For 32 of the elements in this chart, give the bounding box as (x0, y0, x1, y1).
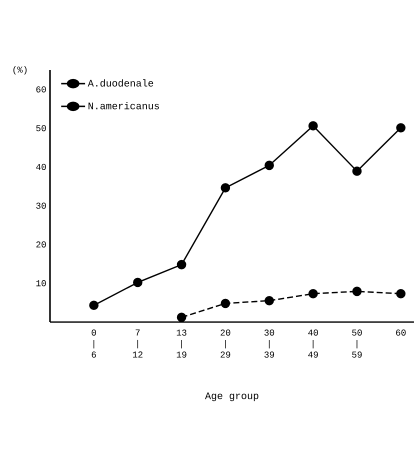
y-tick-label: 50 (36, 125, 46, 132)
y-tick-label: 40 (36, 164, 46, 170)
legend-label: N.americanus (88, 102, 159, 110)
point (89, 300, 99, 310)
point (396, 289, 406, 298)
x-tick-label: 13 | 19 (176, 330, 186, 358)
y-tick-label: 60 (36, 86, 46, 92)
point (308, 121, 318, 131)
x-tick-label: 0 | 6 (92, 330, 96, 358)
point (220, 183, 230, 193)
point (176, 260, 186, 270)
point (396, 123, 406, 132)
point (308, 289, 318, 298)
point (220, 298, 230, 308)
x-tick-label: 7 | 12 (132, 330, 142, 358)
x-tick-label: 40 | 49 (308, 330, 318, 358)
x-tick-label: 20 | 29 (220, 330, 230, 358)
point (264, 296, 274, 306)
y-tick-label: 30 (36, 202, 46, 209)
y-tick-label: 10 (36, 280, 46, 286)
y-tick-label: 20 (36, 241, 46, 248)
point (176, 312, 186, 322)
point (352, 166, 362, 176)
point (352, 286, 362, 296)
y-axis-title: (%) (13, 66, 27, 74)
legend-label: A.duodenale (88, 79, 154, 87)
x-tick-label: 50 | 59 (352, 330, 362, 358)
point (133, 278, 142, 288)
point (264, 160, 274, 170)
x-tick-label: 60 (396, 330, 406, 336)
x-tick-label: 30 | 39 (264, 330, 274, 358)
x-axis-title: Age group (204, 392, 258, 402)
